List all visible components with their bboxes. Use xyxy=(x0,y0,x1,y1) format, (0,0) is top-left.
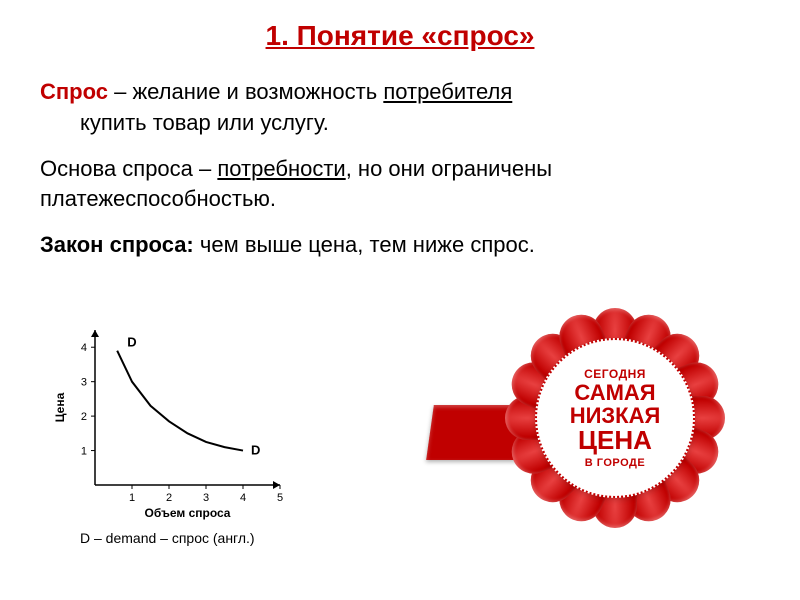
svg-text:D: D xyxy=(251,443,260,458)
page-title: 1. Понятие «спрос» xyxy=(40,20,760,52)
text-consumer: потребителя xyxy=(383,79,512,104)
svg-text:2: 2 xyxy=(81,411,87,423)
price-badge: СЕГОДНЯ САМАЯ НИЗКАЯ ЦЕНА В ГОРОДЕ xyxy=(460,300,740,560)
badge-text: САМАЯ xyxy=(574,381,655,404)
svg-text:3: 3 xyxy=(203,492,209,504)
svg-text:Цена: Цена xyxy=(53,392,67,422)
text-fragment: купить товар или услугу. xyxy=(40,110,329,135)
svg-text:4: 4 xyxy=(240,492,246,504)
text-needs: потребности xyxy=(217,156,345,181)
rosette: СЕГОДНЯ САМАЯ НИЗКАЯ ЦЕНА В ГОРОДЕ xyxy=(505,308,725,528)
svg-text:1: 1 xyxy=(129,492,135,504)
chart-svg: 1 2 3 4 1 2 3 4 5 Объем спроса Цена D D xyxy=(50,320,290,520)
paragraph-definition: Спрос – желание и возможность потребител… xyxy=(40,77,760,139)
svg-text:4: 4 xyxy=(81,342,87,354)
svg-text:D: D xyxy=(127,335,136,350)
svg-text:5: 5 xyxy=(277,492,283,504)
paragraph-law: Закон спроса: чем выше цена, тем ниже сп… xyxy=(40,230,760,261)
badge-text: СЕГОДНЯ xyxy=(584,367,646,381)
demand-chart: 1 2 3 4 1 2 3 4 5 Объем спроса Цена D D D – demand –… xyxy=(50,320,290,546)
badge-text: ЦЕНА xyxy=(578,427,652,454)
text-fragment: чем выше цена, тем ниже спрос. xyxy=(194,232,535,257)
paragraph-basis: Основа спроса – потребности, но они огра… xyxy=(40,154,760,216)
svg-text:1: 1 xyxy=(81,446,87,458)
chart-footnote: D – demand – спрос (англ.) xyxy=(50,530,290,546)
svg-text:2: 2 xyxy=(166,492,172,504)
term-demand: Спрос xyxy=(40,79,108,104)
badge-center: СЕГОДНЯ САМАЯ НИЗКАЯ ЦЕНА В ГОРОДЕ xyxy=(535,338,695,498)
text-fragment: – желание и возможность xyxy=(108,79,383,104)
svg-text:3: 3 xyxy=(81,377,87,389)
text-law-label: Закон спроса: xyxy=(40,232,194,257)
badge-text: НИЗКАЯ xyxy=(570,404,661,427)
text-fragment: Основа спроса – xyxy=(40,156,217,181)
svg-text:Объем спроса: Объем спроса xyxy=(145,506,231,520)
badge-text: В ГОРОДЕ xyxy=(585,457,645,469)
